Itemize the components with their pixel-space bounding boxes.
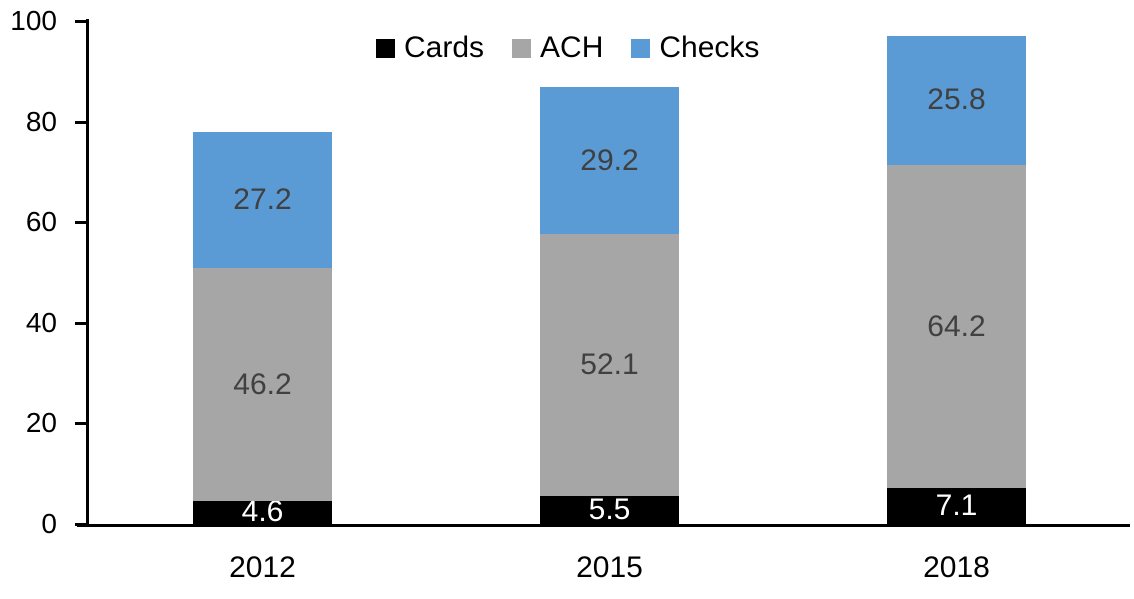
x-axis-label-2018: 2018 (923, 551, 990, 584)
bar-segment-checks-2012 (193, 131, 332, 269)
bar-segment-cards-2012 (193, 500, 332, 524)
bar-segment-cards-2015 (540, 496, 679, 524)
bar-value-label: 64.2 (927, 309, 986, 343)
y-tick-mark (75, 221, 89, 225)
bar-value-label: 25.8 (927, 83, 986, 117)
bar-segment-ach-2012 (193, 268, 332, 501)
y-tick-mark (75, 20, 89, 23)
bar-value-label: 46.2 (233, 367, 292, 401)
legend-label: Checks (659, 31, 760, 64)
y-tick-mark (75, 321, 89, 325)
bar-segment-checks-2015 (540, 87, 679, 235)
bar-value-label: 29.2 (580, 143, 639, 177)
x-axis-label-2015: 2015 (576, 551, 643, 584)
legend-item-checks: Checks (631, 31, 759, 65)
y-tick-label: 20 (25, 407, 57, 439)
bar-value-label: 27.2 (233, 183, 292, 217)
y-tick-label: 40 (25, 306, 57, 338)
y-tick-mark (75, 120, 89, 124)
legend-item-cards: Cards (376, 31, 484, 65)
y-tick-label: 80 (25, 105, 57, 137)
bar-value-label: 7.1 (935, 489, 978, 523)
legend: Cards ACH Checks (376, 30, 759, 66)
bar-segment-ach-2015 (540, 234, 679, 497)
y-tick-label: 60 (25, 206, 57, 238)
legend-label: ACH (540, 31, 604, 64)
bar-segment-checks-2018 (887, 35, 1026, 166)
bar-value-label: 5.5 (588, 493, 631, 527)
bar-segment-ach-2018 (887, 165, 1026, 489)
y-tick-mark (75, 422, 89, 426)
legend-swatch-icon (376, 38, 395, 58)
bar-value-label: 52.1 (580, 348, 639, 382)
y-axis-line (86, 19, 89, 527)
x-axis-line (77, 524, 1130, 527)
x-axis-label-2012: 2012 (229, 551, 296, 584)
y-tick-label: 0 (41, 508, 57, 539)
legend-swatch-icon (631, 38, 651, 58)
y-tick-label: 100 (10, 5, 57, 36)
bar-value-label: 4.6 (241, 495, 284, 529)
legend-swatch-icon (512, 38, 532, 58)
legend-label: Cards (404, 31, 485, 64)
bar-segment-cards-2018 (887, 488, 1026, 524)
legend-item-ach: ACH (512, 31, 603, 65)
